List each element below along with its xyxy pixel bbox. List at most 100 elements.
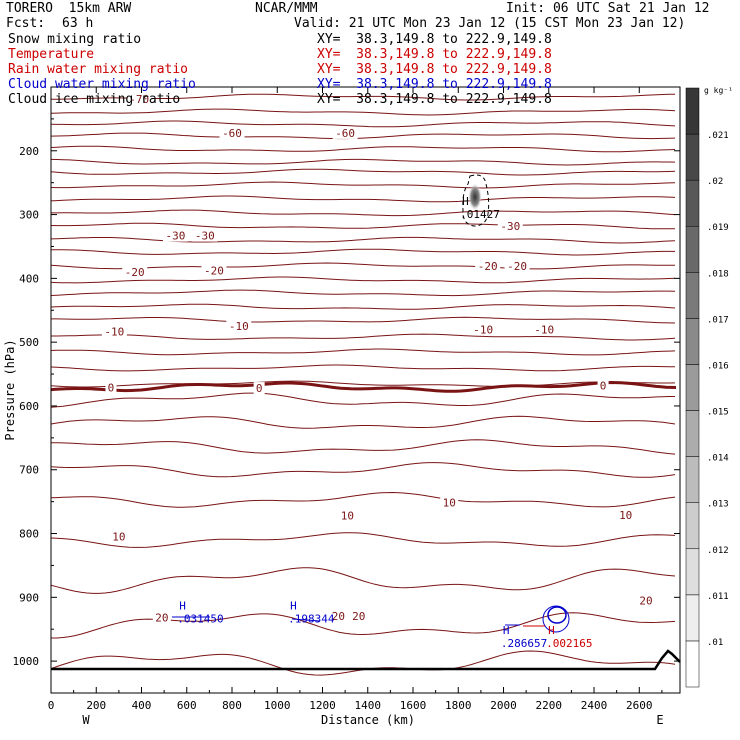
field-xy-temperature: XY= 38.3,149.8 to 222.9,149.8	[317, 47, 552, 62]
colorbar-label: .014	[707, 454, 729, 464]
x-endpoint-east: E	[656, 713, 663, 727]
y-tick-label: 300	[19, 209, 39, 222]
y-tick-label: 200	[19, 145, 39, 158]
colorbar-swatch	[685, 87, 700, 135]
colorbar-label: .018	[707, 269, 729, 279]
label-mask	[101, 325, 127, 338]
isotherm	[51, 532, 676, 548]
field-name-snow: Snow mixing ratio	[8, 32, 142, 47]
x-tick-label: 200	[86, 699, 106, 712]
temperature-labels: -70 -60 -60 -30 -30 -30 -20 -20 -20 -20 -10 -10 -10 -…	[101, 93, 656, 625]
snow-shading	[468, 183, 482, 211]
x-tick-label: 2000	[490, 699, 517, 712]
isotherm	[51, 158, 676, 166]
colorbar-swatch	[685, 502, 700, 550]
freezing-level-contour	[51, 380, 677, 393]
colorbar-label: .011	[707, 592, 729, 602]
colorbar-swatch	[685, 640, 700, 688]
x-tick-label: 600	[177, 699, 197, 712]
label-mask	[201, 264, 227, 277]
isotherm	[51, 303, 676, 310]
high-value: .01427	[460, 208, 500, 221]
isotherm	[51, 462, 676, 478]
isotherm	[51, 333, 676, 341]
colorbar-label: .01	[707, 638, 723, 648]
label-mask	[219, 126, 245, 139]
isotherm	[51, 262, 675, 270]
x-tick-label: 800	[222, 699, 242, 712]
temperature-label: 20	[155, 612, 168, 625]
colorbar-label: .017	[707, 315, 729, 325]
label-mask	[329, 609, 348, 622]
colorbar-unit: g kg⁻¹	[704, 86, 733, 95]
high-marker: H	[548, 624, 555, 637]
colorbar-label: .013	[707, 500, 729, 510]
high-marker: H	[179, 599, 186, 612]
temperature-label: 10	[619, 509, 632, 522]
isotherm	[51, 195, 676, 203]
temperature-label: -30	[195, 230, 215, 243]
x-tick-label: 1600	[400, 699, 427, 712]
high-value: .031450	[177, 612, 223, 625]
isotherm	[51, 108, 676, 116]
temperature-label: -60	[222, 127, 242, 140]
temperature-label: -20	[125, 266, 145, 279]
colorbar-swatch	[685, 548, 700, 596]
colorbar-swatch	[685, 456, 700, 503]
isotherm	[51, 222, 676, 230]
label-mask	[126, 93, 152, 106]
x-tick-label: 1400	[355, 699, 382, 712]
label-mask	[338, 509, 357, 522]
label-mask	[616, 509, 635, 522]
zero-degree-isotherm	[51, 380, 677, 393]
isotherm	[51, 316, 676, 324]
y-tick-label: 500	[19, 336, 39, 349]
x-tick-label: 1800	[445, 699, 472, 712]
label-mask	[475, 260, 501, 273]
label-mask	[497, 220, 523, 233]
temperature-label: 10	[112, 531, 125, 544]
colorbar-swatch	[685, 272, 700, 319]
mixing-ratio-contours	[172, 605, 570, 633]
x-endpoint-west: W	[82, 713, 90, 727]
high-value: .286657	[501, 637, 547, 650]
high-value: .198344	[288, 612, 335, 625]
isotherm	[51, 567, 676, 594]
temperature-label: 20	[639, 595, 652, 608]
isotherm	[51, 276, 676, 284]
label-mask	[152, 611, 171, 624]
valid-time: Valid: 21 UTC Mon 23 Jan 12 (15 CST Mon …	[294, 16, 686, 31]
colorbar-swatch	[685, 179, 700, 227]
snow-contour	[462, 174, 490, 227]
x-tick-label: 400	[132, 699, 152, 712]
x-tick-label: 2400	[581, 699, 608, 712]
field-xy-cloud-ice: XY= 38.3,149.8 to 222.9,149.8	[317, 92, 552, 107]
label-mask	[504, 260, 530, 273]
isotherm	[51, 209, 676, 217]
colorbar-swatch	[685, 594, 700, 642]
field-name-temperature: Temperature	[8, 47, 95, 62]
isotherm	[51, 168, 676, 176]
y-tick-label: 600	[19, 400, 39, 413]
terrain-line	[51, 649, 681, 671]
isotherm	[51, 491, 676, 508]
label-mask	[122, 265, 148, 278]
x-tick-label: 2200	[536, 699, 563, 712]
temperature-label: -30	[166, 230, 186, 243]
label-mask	[192, 229, 218, 242]
colorbar-label: .015	[707, 408, 729, 418]
temperature-label: 0	[108, 381, 115, 394]
label-mask	[332, 126, 358, 139]
temperature-label: -10	[229, 320, 249, 333]
field-xy-cloud-water: XY= 38.3,149.8 to 222.9,149.8	[317, 77, 552, 92]
label-mask	[531, 323, 557, 336]
temperature-label: -10	[104, 325, 124, 338]
colorbar-label: .016	[707, 361, 729, 371]
x-tick-label: 0	[48, 699, 55, 712]
isotherm	[51, 289, 676, 297]
x-tick-label: 1200	[309, 699, 336, 712]
field-xy-snow: XY= 38.3,149.8 to 222.9,149.8	[317, 32, 552, 47]
colorbar-swatch	[685, 133, 700, 181]
label-mask	[440, 496, 459, 509]
